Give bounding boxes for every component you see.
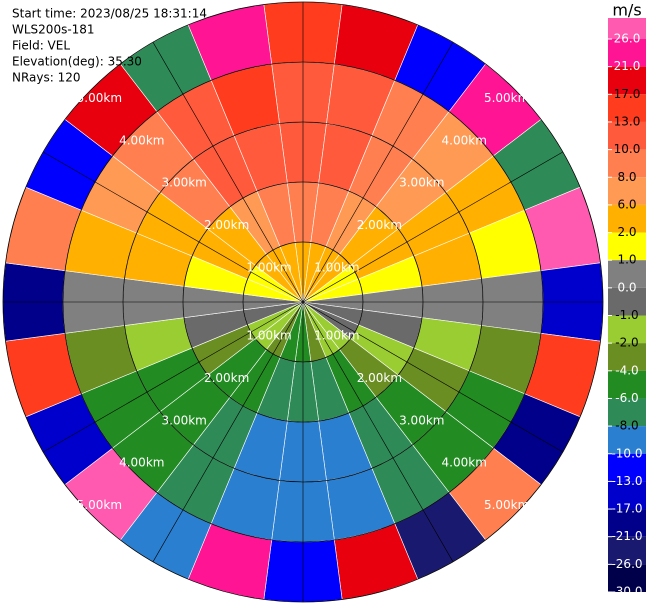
spoke: [302, 151, 563, 303]
colorbar-bin: [608, 94, 646, 122]
spoke: [43, 151, 304, 303]
spoke: [302, 42, 454, 303]
colorbar-label: -26.0: [611, 557, 642, 571]
info-line: WLS200s-181: [12, 23, 95, 37]
spoke: [152, 301, 304, 562]
colorbar-label: -10.0: [611, 446, 642, 460]
range-label: 4.00km: [442, 456, 487, 470]
range-label: 3.00km: [399, 176, 444, 190]
range-label: 3.00km: [162, 413, 207, 427]
range-ring: [182, 181, 424, 423]
colorbar-label: -21.0: [611, 529, 642, 543]
colorbar-label: -8.0: [615, 419, 638, 433]
range-label: 3.00km: [399, 413, 444, 427]
spoke: [152, 42, 304, 303]
colorbar-label: -13.0: [611, 474, 642, 488]
range-label: 3.00km: [162, 176, 207, 190]
colorbar-label: 2.0: [617, 225, 636, 239]
colorbar-label: 6.0: [617, 197, 636, 211]
colorbar-label: 8.0: [617, 170, 636, 184]
colorbar-bin: [608, 536, 646, 565]
colorbar-label: -4.0: [615, 363, 638, 377]
ppi-field: [2, 1, 604, 603]
colorbar-bin: [608, 121, 646, 150]
spoke: [302, 301, 563, 453]
colorbar-bin: [608, 343, 646, 371]
info-line: Field: VEL: [12, 39, 70, 53]
range-label: 2.00km: [204, 218, 249, 232]
colorbar-label: 17.0: [614, 87, 641, 101]
info-line: Elevation(deg): 35.30: [12, 55, 142, 69]
range-label: 1.00km: [246, 261, 291, 275]
colorbar-label: -17.0: [611, 502, 642, 516]
range-label: 2.00km: [204, 371, 249, 385]
colorbar-label: 26.0: [614, 32, 641, 46]
colorbar-label: 1.0: [617, 253, 636, 267]
colorbar-bin: [608, 398, 646, 427]
range-ring: [62, 61, 544, 543]
colorbar-bin: [608, 260, 646, 288]
range-label: 5.00km: [77, 498, 122, 512]
colorbar-bin: [608, 315, 646, 344]
colorbar-bin: [608, 426, 646, 454]
range-label: 1.00km: [314, 261, 359, 275]
range-label: 4.00km: [119, 133, 164, 147]
colorbar-label: 13.0: [614, 114, 641, 128]
colorbar-bin: [608, 370, 646, 399]
colorbar-label: 0.0: [617, 280, 636, 294]
colorbar-bin: [608, 177, 646, 205]
colorbar-label: 10.0: [614, 142, 641, 156]
info-line: Start time: 2023/08/25 18:31:14: [12, 7, 207, 21]
range-label: 1.00km: [314, 328, 359, 342]
spoke: [43, 301, 304, 453]
colorbar-label: -6.0: [615, 391, 638, 405]
colorbar-bin: [608, 232, 646, 261]
range-label: 4.00km: [442, 133, 487, 147]
colorbar-label: 21.0: [614, 59, 641, 73]
colorbar-bin: [608, 39, 646, 67]
range-ring: [2, 1, 604, 603]
colorbar-bin: [608, 287, 646, 316]
colorbar-title: m/s: [612, 1, 641, 20]
info-line: NRays: 120: [12, 71, 81, 85]
colorbar-label: -30.0: [611, 585, 642, 599]
colorbar-bin: [608, 18, 646, 39]
range-label: 5.00km: [484, 91, 529, 105]
range-label: 2.00km: [357, 371, 402, 385]
range-label: 5.00km: [77, 91, 122, 105]
spoke: [302, 301, 454, 562]
range-label: 5.00km: [484, 498, 529, 512]
range-label: 1.00km: [246, 328, 291, 342]
colorbar-bin: [608, 481, 646, 510]
overlay: 1.00km 1.00km 1.00km 1.00km 2.00km 2.00km 2.00…: [2, 1, 604, 603]
colorbar-bin: [608, 204, 646, 233]
colorbar-bin: [608, 149, 646, 178]
colorbar-label: -1.0: [615, 308, 638, 322]
range-ring: [242, 241, 364, 363]
colorbar-bin: [608, 509, 646, 537]
range-label: 4.00km: [119, 456, 164, 470]
colorbar-bin: [608, 564, 646, 592]
range-ring: [122, 121, 484, 483]
colorbar-label: -2.0: [615, 336, 638, 350]
range-label: 2.00km: [357, 218, 402, 232]
colorbar-bin: [608, 66, 646, 95]
colorbar-bin: [608, 453, 646, 482]
